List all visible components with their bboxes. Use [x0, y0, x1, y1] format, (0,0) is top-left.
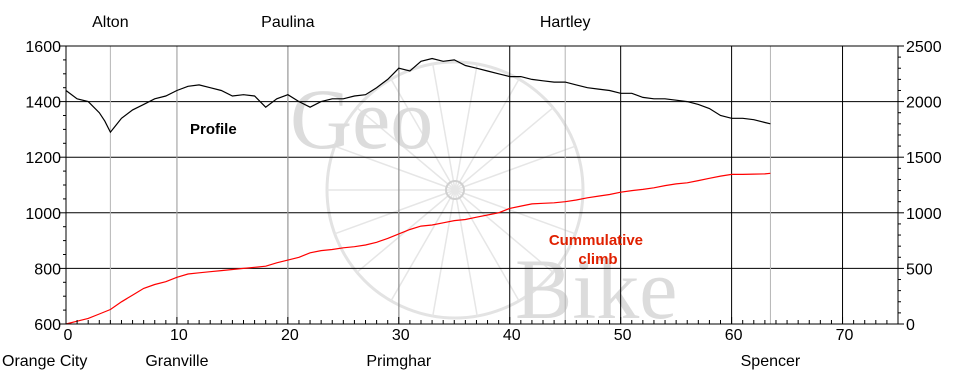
- watermark-spoke: [455, 190, 575, 234]
- y-left-tick-label: 1400: [25, 95, 61, 112]
- watermark-spoke: [455, 108, 553, 190]
- town-label-bottom: Primghar: [366, 353, 432, 370]
- y-left-tick-label: 1200: [25, 150, 61, 167]
- y-left-tick-label: 1600: [25, 39, 61, 56]
- town-labels: Alton Paulina Hartley Orange City Granville P…: [2, 14, 801, 370]
- y-right-tick-label: 1000: [906, 206, 942, 223]
- x-tick-label: 30: [392, 327, 410, 344]
- axis-labels: 0 10 20 30 40 50 60 70 600 800 1000 1200 1400 1600 0 50…: [25, 39, 941, 344]
- x-tick-label: 70: [836, 327, 854, 344]
- town-label-top: Alton: [92, 14, 128, 31]
- y-right-tick-label: 500: [906, 261, 933, 278]
- x-tick-label: 40: [503, 327, 521, 344]
- watermark-text-top: Geo: [290, 71, 433, 167]
- geobike-watermark: Geo Bike: [290, 62, 677, 337]
- y-left-tick-label: 1000: [25, 206, 61, 223]
- town-label-bottom: Granville: [145, 353, 208, 370]
- x-tick-label: 0: [64, 327, 73, 344]
- plot-frame: [66, 46, 898, 324]
- y-left-tick-label: 800: [34, 261, 61, 278]
- y-left-tick-label: 600: [34, 317, 61, 334]
- profile-series-label: Profile: [190, 121, 237, 138]
- y-right-tick-label: 2500: [906, 39, 942, 56]
- x-tick-label: 60: [725, 327, 743, 344]
- grid: [66, 46, 898, 324]
- axis-ticks: [60, 46, 904, 324]
- town-label-bottom: Orange City: [2, 353, 87, 370]
- y-right-tick-label: 1500: [906, 150, 942, 167]
- x-tick-label: 50: [614, 327, 632, 344]
- x-tick-label: 10: [170, 327, 188, 344]
- town-label-top: Paulina: [261, 14, 314, 31]
- town-label-bottom: Spencer: [741, 353, 801, 370]
- y-right-tick-label: 0: [906, 317, 915, 334]
- y-right-tick-label: 2000: [906, 95, 942, 112]
- watermark-spoke: [335, 190, 455, 234]
- x-tick-label: 20: [281, 327, 299, 344]
- town-label-top: Hartley: [540, 14, 591, 31]
- watermark-spoke: [455, 146, 575, 190]
